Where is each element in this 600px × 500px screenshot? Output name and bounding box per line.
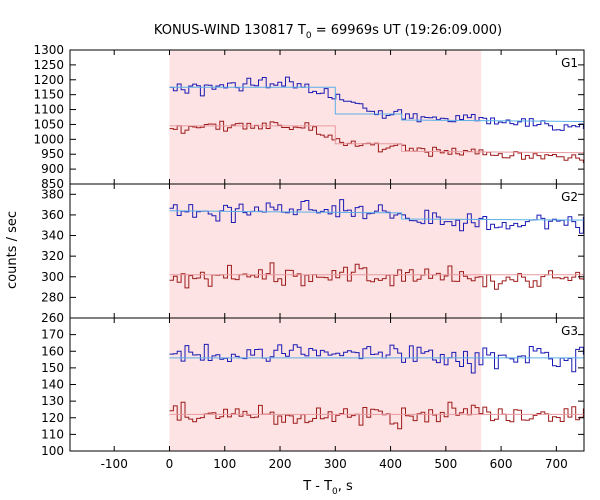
y-tick-label: 900 — [41, 162, 64, 176]
y-tick-label: 950 — [41, 147, 64, 161]
x-tick-label: 200 — [269, 457, 292, 471]
y-tick-label: 1050 — [33, 117, 64, 131]
y-tick-label: 1100 — [33, 103, 64, 117]
y-tick-label: 100 — [41, 444, 64, 458]
x-axis-label-subscript: 0 — [332, 487, 338, 497]
x-tick-label: 400 — [379, 457, 402, 471]
chart-title-main: KONUS-WIND 130817 T — [154, 23, 306, 38]
y-tick-label: 1000 — [33, 132, 64, 146]
y-tick-label: 150 — [41, 361, 64, 375]
y-tick-label: 120 — [41, 411, 64, 425]
panel-G3-label: G3 — [561, 324, 578, 338]
panel-G1-series-2-fit — [169, 125, 585, 154]
panel-G1-series-1-fit — [169, 86, 585, 122]
panel-G2-series-1-fit — [169, 210, 585, 221]
y-tick-label: 320 — [41, 249, 64, 263]
panel-G1-series-1 — [169, 76, 584, 131]
y-tick-label: 160 — [41, 344, 64, 358]
x-tick-label: 0 — [166, 457, 174, 471]
panel-G1-series-2 — [169, 120, 584, 164]
panel-G2-series-2 — [169, 262, 584, 290]
x-tick-label: 300 — [324, 457, 347, 471]
panel-G2-series-1 — [169, 199, 584, 234]
y-tick-label: 170 — [41, 328, 64, 342]
x-tick-label: 100 — [213, 457, 236, 471]
chart-title: KONUS-WIND 130817 T0 = 69969s UT (19:26:… — [154, 23, 502, 41]
y-tick-label: 260 — [41, 311, 64, 325]
data-layer — [169, 76, 585, 430]
panel-G1-label: G1 — [561, 56, 578, 70]
y-tick-label: 850 — [41, 177, 64, 191]
y-tick-label: 1250 — [33, 58, 64, 72]
x-tick-label: 700 — [545, 457, 568, 471]
highlight-layer — [169, 50, 482, 451]
x-tick-label: -100 — [101, 457, 128, 471]
y-tick-label: 300 — [41, 270, 64, 284]
y-tick-label: 130 — [41, 394, 64, 408]
x-axis-label-main: T - T — [302, 479, 332, 494]
y-axis-label: counts / sec — [5, 211, 20, 289]
chart-title-subscript: 0 — [306, 31, 312, 41]
x-tick-label: 600 — [490, 457, 513, 471]
y-tick-label: 110 — [41, 427, 64, 441]
y-tick-label: 1300 — [33, 43, 64, 57]
y-tick-label: 1150 — [33, 88, 64, 102]
x-axis-label: T - T0, s — [302, 479, 353, 497]
y-tick-label: 360 — [41, 208, 64, 222]
y-tick-label: 340 — [41, 229, 64, 243]
y-tick-label: 380 — [41, 187, 64, 201]
y-tick-label: 280 — [41, 290, 64, 304]
highlight-interval — [169, 50, 482, 451]
y-tick-label: 1200 — [33, 73, 64, 87]
panel-G3-series-2 — [169, 401, 584, 430]
panel-G2-label: G2 — [561, 190, 578, 204]
chart-title-rest: = 69969s UT (19:26:09.000) — [312, 23, 502, 38]
y-tick-label: 140 — [41, 378, 64, 392]
tick-layer: G18509009501000105011001150120012501300G… — [33, 43, 584, 471]
x-tick-label: 500 — [434, 457, 457, 471]
x-axis-label-rest: , s — [338, 479, 353, 494]
